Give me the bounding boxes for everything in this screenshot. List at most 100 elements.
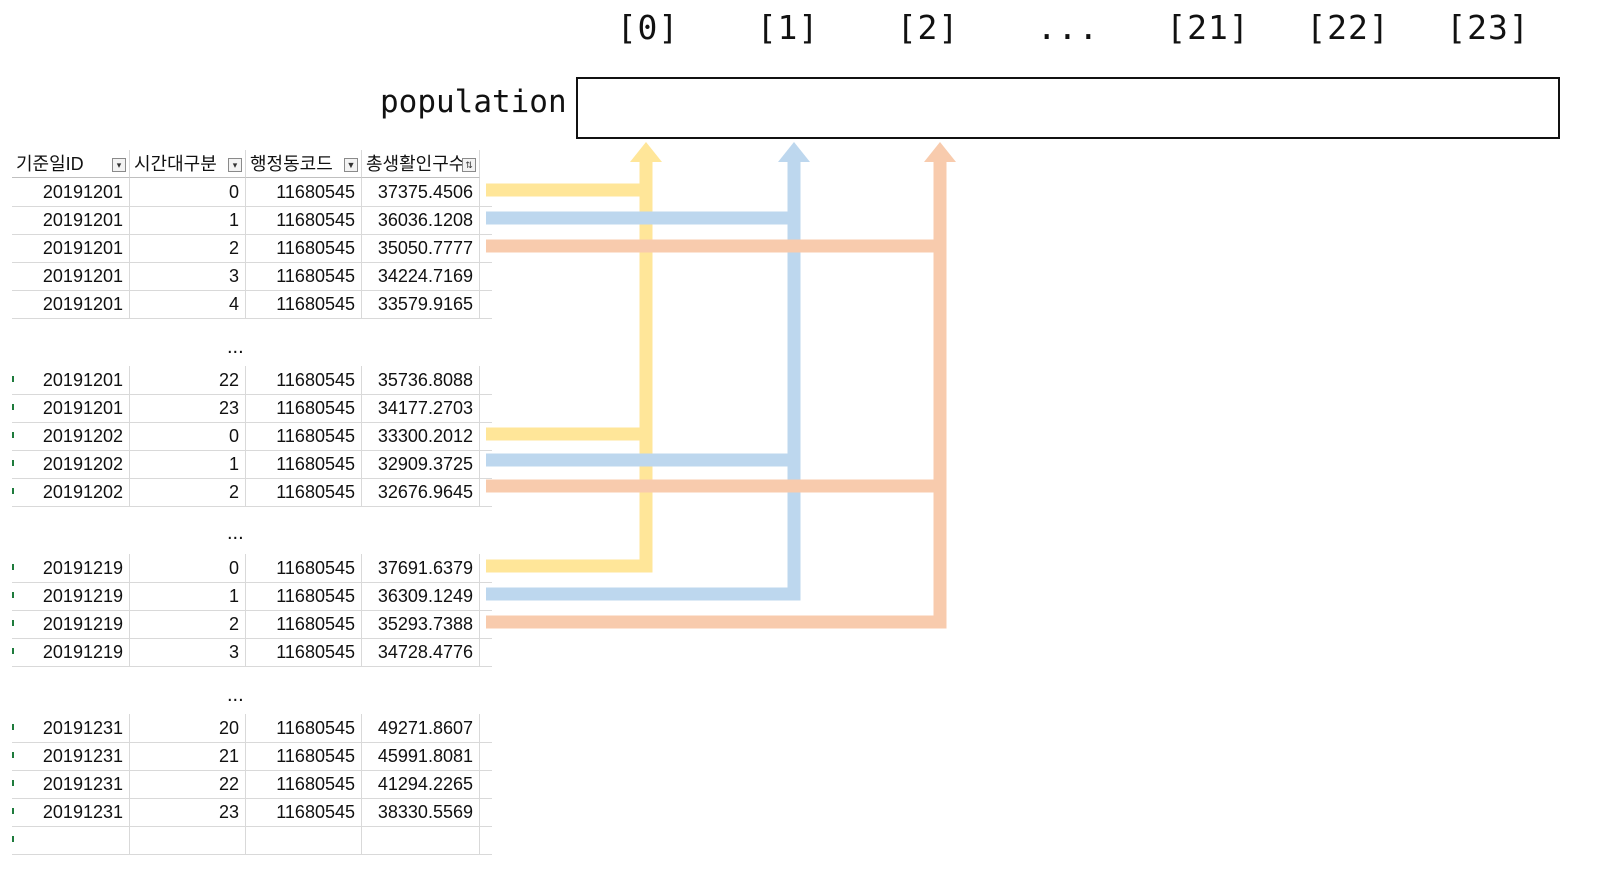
cell-total-population: 33579.9165 xyxy=(362,290,480,318)
cell-district-code: 11680545 xyxy=(246,262,362,290)
cell-marker xyxy=(12,780,14,786)
row-gap-ellipsis: ... xyxy=(227,522,244,544)
cell-total-population: 32676.9645 xyxy=(362,478,480,506)
cell-district-code xyxy=(246,826,362,854)
cell-date-id: 20191201 xyxy=(12,290,130,318)
cell-total-population: 33300.2012 xyxy=(362,422,480,450)
array-index-1: [1] xyxy=(756,8,820,47)
header-time-slot: 시간대구분 ▾ xyxy=(130,150,246,178)
table-row xyxy=(12,826,492,855)
cell-date-id xyxy=(12,826,130,854)
table-row: 20191219 2 11680545 35293.7388 xyxy=(12,610,492,639)
cell-district-code: 11680545 xyxy=(246,714,362,742)
table-row: 20191201 2 11680545 35050.7777 xyxy=(12,234,492,263)
cell-total-population: 37691.6379 xyxy=(362,554,480,582)
cell-district-code: 11680545 xyxy=(246,450,362,478)
cell-total-population: 35293.7388 xyxy=(362,610,480,638)
cell-time-slot: 1 xyxy=(130,206,246,234)
cell-time-slot: 22 xyxy=(130,366,246,394)
cell-district-code: 11680545 xyxy=(246,366,362,394)
array-index-2: [2] xyxy=(896,8,960,47)
cell-total-population: 32909.3725 xyxy=(362,450,480,478)
cell-total-population: 36036.1208 xyxy=(362,206,480,234)
cell-total-population: 45991.8081 xyxy=(362,742,480,770)
filter-dropdown-icon[interactable]: ▾ xyxy=(112,158,126,172)
cell-time-slot: 21 xyxy=(130,742,246,770)
cell-date-id: 20191201 xyxy=(12,234,130,262)
arrow-hour-1-branch xyxy=(486,211,801,225)
arrow-hour-2-branch xyxy=(486,479,947,493)
arrow-hour-1-branch xyxy=(486,587,801,601)
cell-district-code: 11680545 xyxy=(246,770,362,798)
cell-total-population: 49271.8607 xyxy=(362,714,480,742)
cell-district-code: 11680545 xyxy=(246,638,362,666)
cell-date-id: 20191202 xyxy=(12,422,130,450)
cell-time-slot: 1 xyxy=(130,450,246,478)
arrow-hour-2-trunk xyxy=(933,160,947,629)
cell-total-population: 35050.7777 xyxy=(362,234,480,262)
table-row: 20191201 23 11680545 34177.2703 xyxy=(12,394,492,423)
cell-time-slot: 20 xyxy=(130,714,246,742)
cell-total-population: 38330.5569 xyxy=(362,798,480,826)
array-cell-1 xyxy=(716,77,860,139)
table-row: 20191201 1 11680545 36036.1208 xyxy=(12,206,492,235)
array-index-22: [22] xyxy=(1306,8,1390,47)
arrow-hour-0-trunk xyxy=(639,160,653,573)
table-row: 20191231 20 11680545 49271.8607 xyxy=(12,714,492,743)
cell-time-slot: 22 xyxy=(130,770,246,798)
array-label: population xyxy=(380,84,567,120)
cell-time-slot: 0 xyxy=(130,554,246,582)
cell-date-id: 20191219 xyxy=(12,610,130,638)
cell-marker xyxy=(12,432,14,438)
cell-marker xyxy=(12,460,14,466)
row-gap-ellipsis: ... xyxy=(227,684,244,706)
table-row: 20191202 1 11680545 32909.3725 xyxy=(12,450,492,479)
table-row: 20191231 21 11680545 45991.8081 xyxy=(12,742,492,771)
cell-date-id: 20191231 xyxy=(12,798,130,826)
cell-date-id: 20191201 xyxy=(12,366,130,394)
array-cell-ellipsis xyxy=(996,77,1140,139)
cell-district-code: 11680545 xyxy=(246,798,362,826)
cell-marker xyxy=(12,564,14,570)
table-row: 20191201 22 11680545 35736.8088 xyxy=(12,366,492,395)
cell-district-code: 11680545 xyxy=(246,394,362,422)
arrow-hour-0-branch xyxy=(486,427,653,441)
cell-date-id: 20191219 xyxy=(12,638,130,666)
arrow-hour-2-branch xyxy=(486,615,947,629)
arrow-hour-1-branch xyxy=(486,453,801,467)
table-row: 20191202 0 11680545 33300.2012 xyxy=(12,422,492,451)
array-cell-22 xyxy=(1276,77,1420,139)
cell-date-id: 20191202 xyxy=(12,450,130,478)
cell-total-population: 35736.8088 xyxy=(362,366,480,394)
filter-dropdown-icon[interactable]: ▾ xyxy=(228,158,242,172)
cell-district-code: 11680545 xyxy=(246,422,362,450)
cell-date-id: 20191219 xyxy=(12,554,130,582)
cell-total-population: 41294.2265 xyxy=(362,770,480,798)
cell-time-slot: 23 xyxy=(130,394,246,422)
cell-district-code: 11680545 xyxy=(246,234,362,262)
table-row: 20191201 3 11680545 34224.7169 xyxy=(12,262,492,291)
arrow-hour-1-trunk xyxy=(787,160,801,601)
cell-time-slot: 2 xyxy=(130,610,246,638)
cell-date-id: 20191231 xyxy=(12,714,130,742)
sort-icon[interactable]: ⇅ xyxy=(462,158,476,172)
cell-time-slot: 1 xyxy=(130,582,246,610)
arrow-hour-2-head xyxy=(924,142,956,162)
cell-district-code: 11680545 xyxy=(246,178,362,206)
cell-marker xyxy=(12,620,14,626)
array-index-ellipsis: ... xyxy=(1036,8,1100,47)
cell-marker xyxy=(12,404,14,410)
cell-time-slot: 2 xyxy=(130,234,246,262)
cell-date-id: 20191219 xyxy=(12,582,130,610)
cell-total-population: 34728.4776 xyxy=(362,638,480,666)
cell-date-id: 20191201 xyxy=(12,262,130,290)
table-row: 20191219 0 11680545 37691.6379 xyxy=(12,554,492,583)
table-row: 20191201 4 11680545 33579.9165 xyxy=(12,290,492,319)
arrow-hour-1-head xyxy=(778,142,810,162)
cell-time-slot: 23 xyxy=(130,798,246,826)
cell-district-code: 11680545 xyxy=(246,610,362,638)
filter-active-icon[interactable]: ▼ xyxy=(344,158,358,172)
table-row: 20191231 23 11680545 38330.5569 xyxy=(12,798,492,827)
cell-district-code: 11680545 xyxy=(246,290,362,318)
